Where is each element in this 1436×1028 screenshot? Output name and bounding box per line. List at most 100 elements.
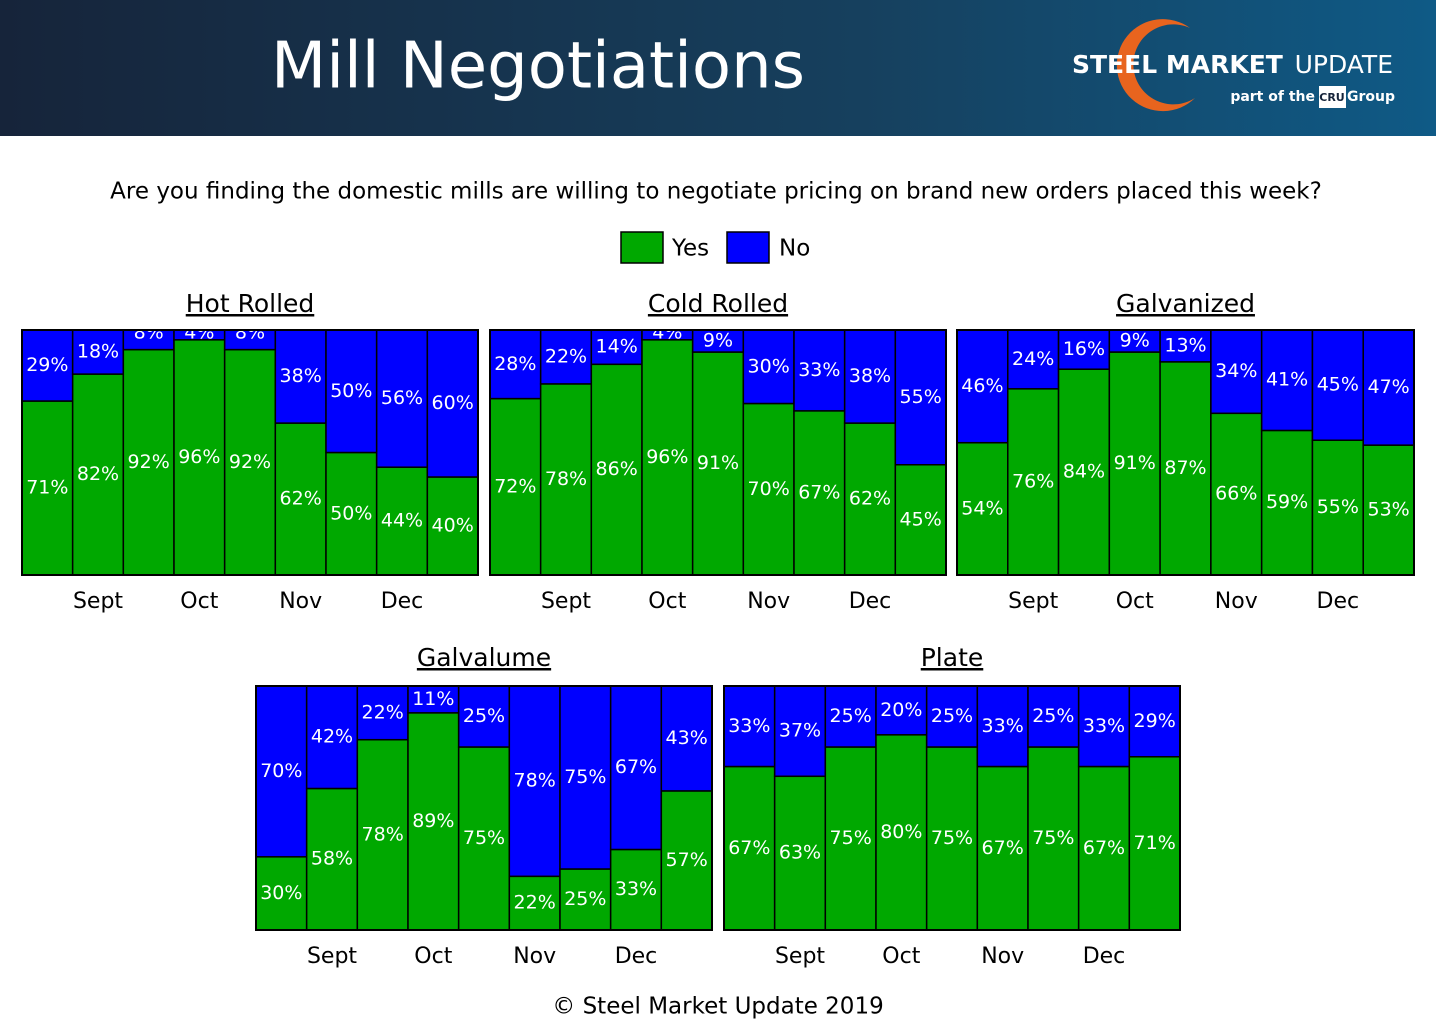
data-label: 60% — [432, 392, 474, 414]
data-label: 34% — [1215, 360, 1257, 382]
logo-bold: STEEL MARKET — [1072, 50, 1283, 79]
bar-segment — [925, 746, 979, 931]
data-label: 70% — [748, 478, 790, 500]
data-label: 25% — [564, 888, 606, 910]
plot-frame — [21, 329, 479, 576]
bar-segment — [1007, 329, 1060, 390]
bar-segment — [843, 422, 897, 576]
bar-segment — [1362, 444, 1415, 576]
bar-segment — [457, 685, 511, 748]
data-label: 33% — [1083, 715, 1125, 737]
bar-segment — [875, 734, 928, 931]
data-label: 30% — [748, 355, 790, 377]
bar-segment — [255, 685, 308, 858]
data-label: 91% — [697, 452, 739, 474]
data-label: 18% — [77, 341, 119, 363]
data-label: 76% — [1012, 470, 1054, 492]
data-label: 22% — [545, 345, 587, 367]
bar-segment — [742, 329, 795, 405]
data-label: 25% — [1032, 705, 1074, 727]
data-label: 71% — [1134, 832, 1176, 854]
data-label: 67% — [615, 756, 657, 778]
bar-segment — [956, 329, 1009, 444]
footer: © Steel Market Update 2019 — [552, 994, 883, 1020]
bar-segment — [1311, 329, 1364, 441]
data-label: 29% — [26, 354, 68, 376]
x-tick-label: Sept — [73, 589, 123, 614]
data-label: 40% — [432, 515, 474, 537]
x-tick-label: Sept — [775, 944, 825, 969]
bar-segment — [1027, 746, 1080, 931]
bar-segment — [773, 775, 827, 931]
data-label: 50% — [330, 502, 372, 524]
bar-segment — [21, 400, 74, 576]
bar-segment — [407, 712, 460, 931]
data-label: 13% — [1164, 334, 1206, 356]
x-tick-label: Nov — [981, 944, 1024, 969]
data-label: 78% — [362, 823, 404, 845]
data-label: 22% — [362, 701, 404, 723]
bar-segment — [773, 685, 827, 778]
data-label: 25% — [463, 705, 505, 727]
plot-frame — [489, 329, 947, 576]
data-label: 14% — [596, 336, 638, 358]
data-label: 62% — [849, 488, 891, 510]
data-label: 63% — [779, 842, 821, 864]
x-tick-label: Dec — [381, 589, 424, 614]
question: Are you finding the domestic mills are w… — [110, 179, 1322, 205]
data-label: 25% — [931, 705, 973, 727]
bar-segment — [976, 685, 1029, 768]
data-label: 82% — [77, 463, 119, 485]
data-label: 46% — [961, 375, 1003, 397]
x-tick-label: Sept — [541, 589, 591, 614]
x-tick-label: Nov — [279, 589, 322, 614]
data-label: 33% — [798, 359, 840, 381]
x-tick-label: Oct — [1116, 589, 1154, 614]
data-label: 53% — [1367, 499, 1409, 521]
data-label: 50% — [330, 380, 372, 402]
data-label: 67% — [982, 837, 1024, 859]
data-label: 37% — [779, 720, 821, 742]
bar-segment — [1027, 685, 1080, 748]
data-label: 56% — [381, 387, 423, 409]
data-label: 78% — [545, 468, 587, 490]
data-label: 70% — [260, 760, 302, 782]
bar-segment — [122, 348, 175, 576]
logo-swoosh — [1116, 19, 1195, 112]
data-label: 75% — [931, 827, 973, 849]
bar-segment — [793, 329, 846, 412]
data-label: 55% — [1317, 496, 1359, 518]
x-tick-label: Nov — [747, 589, 790, 614]
x-tick-label: Nov — [513, 944, 556, 969]
logo-tagline: Group — [1347, 89, 1395, 105]
header-band — [0, 0, 1436, 136]
bar-segment — [609, 685, 663, 851]
data-label: 24% — [1012, 348, 1054, 370]
data-label: 96% — [178, 446, 220, 468]
bar-segment — [1007, 388, 1060, 576]
chart-title: Cold Rolled — [648, 289, 788, 318]
bar-segment — [375, 329, 429, 468]
bar-segment — [1159, 361, 1212, 576]
data-label: 41% — [1266, 369, 1308, 391]
chart-title: Hot Rolled — [186, 289, 315, 318]
data-label: 44% — [381, 510, 423, 532]
data-label: 22% — [514, 892, 556, 914]
data-label: 45% — [900, 508, 942, 530]
data-label: 92% — [229, 451, 271, 473]
data-label: 33% — [982, 715, 1024, 737]
bar-segment — [426, 329, 479, 478]
bar-segment — [1311, 439, 1364, 576]
data-label: 84% — [1063, 461, 1105, 483]
data-label: 55% — [900, 386, 942, 408]
chart-title: Galvalume — [417, 643, 551, 672]
bar-segment — [407, 685, 460, 714]
bar-segment — [1260, 429, 1314, 576]
data-label: 89% — [412, 810, 454, 832]
x-tick-label: Oct — [414, 944, 452, 969]
data-label: 59% — [1266, 491, 1308, 513]
bar-segment — [824, 746, 877, 931]
x-tick-label: Dec — [1317, 589, 1360, 614]
x-tick-label: Oct — [180, 589, 218, 614]
bar-segment — [723, 765, 776, 931]
